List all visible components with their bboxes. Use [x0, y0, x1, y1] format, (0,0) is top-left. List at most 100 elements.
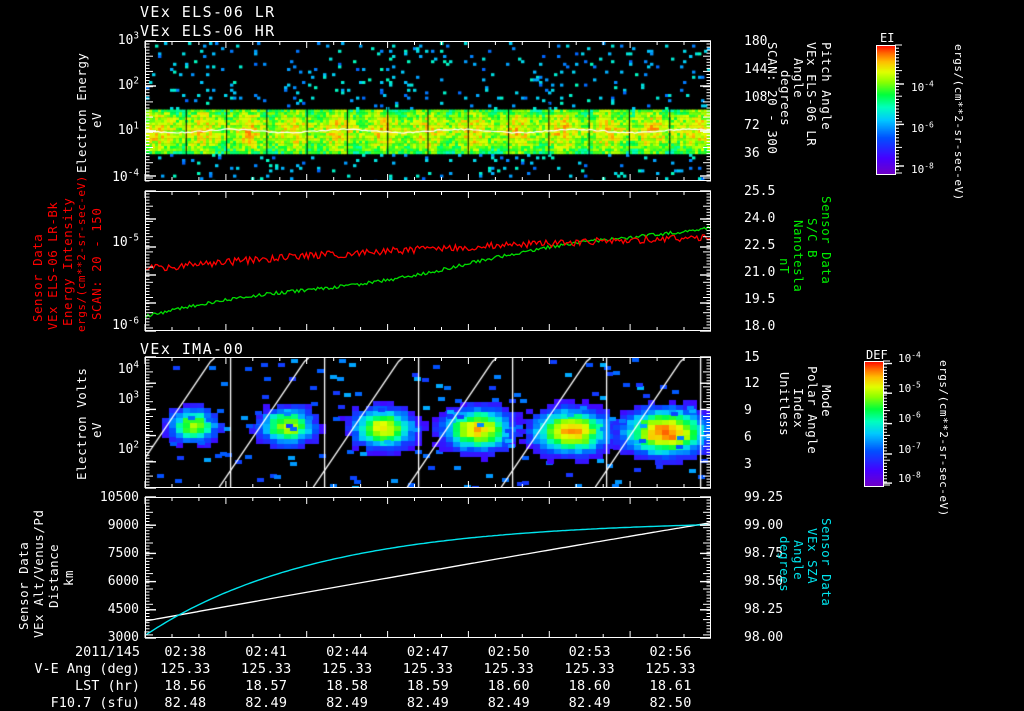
bottom-f107-4: 82.49 [487, 695, 530, 711]
panel2-right-axis-label-1: Sensor Data [819, 196, 834, 285]
bottom-time-2: 02:44 [326, 644, 369, 660]
panel1-rtick-4: 36 [744, 146, 760, 161]
panel4-right-axis-label-3: Angle [791, 540, 806, 581]
panel1-ytick-1: 102 [117, 75, 139, 93]
panel2-left-axis-label-1: Sensor Data [30, 233, 45, 322]
def-colorbar-tick-3: 10-7 [898, 441, 921, 456]
panel1-right-axis-label-2: VEx ELS-06 LR [804, 42, 819, 147]
bottom-time-3: 02:47 [406, 644, 450, 660]
panel4-ytick-4: 4500 [107, 602, 139, 617]
panel4-left-axis-label-1: Sensor Data [16, 541, 31, 630]
panel2-ytick-1: 10-5 [112, 232, 139, 250]
def-colorbar-tick-1: 10-5 [898, 380, 921, 395]
bottom-ve-ang-1: 125.33 [240, 661, 292, 677]
panel2-rtick-5: 18.0 [744, 319, 776, 334]
ei-colorbar-title: EI [880, 31, 895, 45]
def-colorbar-units: ergs/(cm**2-sr-sec-eV) [937, 360, 950, 517]
panel4-right-axis-label-4: degrees [777, 536, 792, 593]
panel2-frame [145, 191, 711, 331]
panel4-rtick-0: 99.25 [744, 490, 784, 505]
bottom-ve-ang-6: 125.33 [645, 661, 696, 677]
bottom-time-5: 02:53 [568, 644, 611, 660]
panel4-right-axis-label-2: VEx SZA [805, 528, 820, 585]
panel3-right-axis-label-3: Index [791, 388, 806, 429]
panel3-left-axis-label-1: Electron Volts [74, 367, 89, 480]
def-colorbar [864, 361, 884, 487]
bottom-row-label-f107: F10.7 (sfu) [50, 695, 140, 711]
panel2-left-axis-label-5: SCAN: 20 - 150 [89, 207, 104, 320]
panel2-left-axis-label-4: ergs/(cm**2-sr-sec-eV) [75, 175, 88, 332]
bottom-row-label-date: 2011/145 [74, 644, 140, 660]
panel3-left-axis-label-2: eV [89, 421, 104, 438]
panel2-rtick-3: 21.0 [744, 265, 776, 280]
bottom-lst-6: 18.61 [649, 678, 692, 694]
panel4-ytick-5: 3000 [107, 630, 139, 645]
panel3-rtick-0: 15 [744, 350, 760, 365]
panel3-rtick-3: 6 [744, 430, 752, 445]
panel4-rtick-4: 98.25 [744, 602, 784, 617]
bottom-lst-4: 18.60 [487, 678, 530, 694]
panel1-title-lr: VEx ELS-06 LR [140, 3, 276, 21]
panel3-ytick-2: 102 [117, 439, 139, 457]
panel1-axes [144, 40, 711, 182]
panel4-right-axis-label-1: Sensor Data [819, 518, 834, 607]
panel3-rtick-1: 12 [744, 376, 760, 391]
panel3-right-axis-label-2: Polar Angle [805, 366, 820, 455]
bottom-ve-ang-4: 125.33 [483, 661, 535, 677]
ei-colorbar-ticks [895, 44, 904, 174]
panel4-ytick-1: 9000 [107, 518, 139, 533]
panel1-ytick-2: 101 [117, 120, 139, 138]
bottom-row-label-lst: LST (hr) [74, 678, 140, 694]
def-colorbar-ticks [883, 360, 892, 486]
panel2-right-axis-label-3: Nanotesla [791, 220, 806, 293]
panel2-left-axis-label-2: VEx ELS-06 LR-Bk [45, 201, 60, 330]
def-colorbar-title: DEF [866, 348, 888, 362]
ei-colorbar-units: ergs/(cm**2-sr-sec-eV) [952, 44, 965, 201]
bottom-ve-ang-0: 125.33 [160, 661, 211, 677]
panel1-rtick-3: 72 [744, 118, 760, 133]
panel4-axes [144, 496, 711, 639]
bottom-row-label-veang: V-E Ang (deg) [34, 661, 140, 677]
panel2-right-axis-label-2: S/C B [805, 218, 820, 259]
panel2-ytick-2: 10-6 [112, 315, 139, 333]
ei-colorbar-tick-0: 10-4 [911, 79, 934, 94]
panel3-right-axis-label-4: Unitless [777, 372, 792, 437]
panel1-title-hr: VEx ELS-06 HR [140, 22, 276, 40]
bottom-f107-6: 82.50 [649, 695, 692, 711]
panel1-right-axis-label-3: Angle [791, 58, 806, 99]
panel4-rtick-3: 98.50 [744, 574, 784, 589]
bottom-ve-ang-3: 125.33 [402, 661, 454, 677]
panel4-ytick-3: 6000 [107, 574, 139, 589]
panel3-right-axis-label-1: Mode [819, 385, 834, 418]
panel4-rtick-2: 98.75 [744, 546, 784, 561]
panel1-ytick-0: 103 [117, 30, 139, 48]
bottom-time-6: 02:56 [649, 644, 692, 660]
panel1-left-axis-label-1: Electron Energy [74, 52, 89, 173]
panel4-traces [145, 522, 711, 636]
panel3-rtick-4: 3 [744, 457, 752, 472]
panel2-rtick-4: 19.5 [744, 292, 776, 307]
panel2-left-axis-label-3: Energy Intensity [60, 197, 75, 326]
panel1-rtick-1: 144 [744, 62, 768, 77]
bottom-time-4: 02:50 [487, 644, 530, 660]
panel4-rtick-1: 99.00 [744, 518, 784, 533]
bottom-f107-1: 82.49 [245, 695, 288, 711]
panel2-right-axis-label-4: nT [777, 258, 792, 275]
panel4-left-axis-label-4: km [61, 569, 76, 586]
panel1-rtick-0: 180 [744, 34, 768, 49]
panel2-traces [145, 225, 711, 319]
ei-colorbar-tick-2: 10-8 [911, 161, 934, 176]
bottom-lst-2: 18.58 [326, 678, 369, 694]
bottom-ve-ang-2: 125.33 [321, 661, 373, 677]
panel2-rtick-2: 22.5 [744, 238, 776, 253]
panel4-rtick-5: 98.00 [744, 630, 784, 645]
def-colorbar-tick-2: 10-6 [898, 410, 921, 425]
panel4-ytick-2: 7500 [107, 546, 139, 561]
panel3-ytick-1: 103 [117, 389, 139, 407]
def-colorbar-tick-0: 10-4 [898, 350, 921, 365]
def-colorbar-tick-4: 10-8 [898, 470, 921, 485]
panel3-spectrogram [146, 358, 710, 487]
panel4-left-axis-label-2: VEx Alt/Venus/Pd [31, 509, 46, 638]
panel4-frame [145, 497, 711, 638]
